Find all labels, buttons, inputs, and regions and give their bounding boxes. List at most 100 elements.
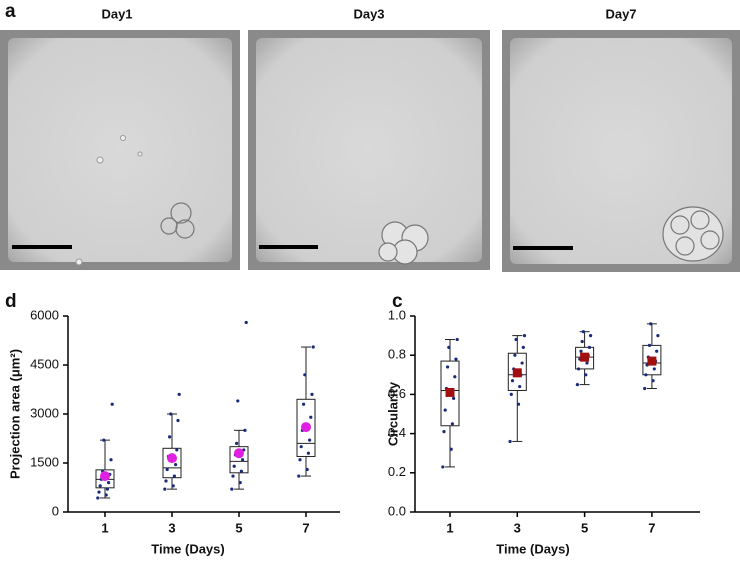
data-point xyxy=(231,474,235,478)
panel-label: a xyxy=(5,1,16,22)
data-point xyxy=(102,438,106,442)
data-point xyxy=(169,412,173,416)
data-point xyxy=(98,484,102,488)
data-point xyxy=(510,379,515,383)
data-point xyxy=(230,487,234,491)
x-axis-label: Time (Days) xyxy=(496,541,569,556)
data-point xyxy=(238,481,242,485)
data-point xyxy=(584,373,588,377)
x-tick-label: 5 xyxy=(581,520,588,535)
data-point xyxy=(442,430,446,434)
y-tick-label: 0.6 xyxy=(388,386,406,401)
data-point xyxy=(165,467,169,472)
data-point xyxy=(303,373,307,377)
y-axis-label: Circularity xyxy=(385,381,400,446)
data-point xyxy=(163,487,167,491)
mean-marker xyxy=(301,422,311,433)
data-point xyxy=(522,334,527,338)
data-point xyxy=(575,383,580,387)
data-point xyxy=(516,402,521,406)
data-point xyxy=(172,474,176,478)
data-point xyxy=(298,458,302,462)
data-point xyxy=(652,367,656,371)
x-axis-label: Time (Days) xyxy=(151,541,224,556)
data-point xyxy=(651,379,655,383)
data-point xyxy=(577,367,581,371)
data-point xyxy=(175,448,179,452)
data-point xyxy=(244,320,248,325)
y-tick-label: 1500 xyxy=(30,454,59,469)
data-point xyxy=(241,458,245,462)
data-point xyxy=(104,493,108,497)
micrograph xyxy=(0,30,240,270)
y-axis-label: Projection area (μm²) xyxy=(7,349,22,479)
y-tick-label: 1.0 xyxy=(388,307,406,322)
micrograph xyxy=(248,30,490,270)
data-point xyxy=(589,334,593,338)
data-point xyxy=(239,469,243,473)
data-point xyxy=(509,392,513,396)
y-tick-label: 0 xyxy=(52,503,59,518)
mean-marker xyxy=(580,352,590,362)
data-point xyxy=(644,373,648,377)
data-point xyxy=(308,438,312,442)
data-point xyxy=(235,441,239,445)
data-point xyxy=(453,375,457,379)
panel-label: d xyxy=(5,291,17,312)
data-point xyxy=(96,496,100,500)
data-point xyxy=(449,447,453,451)
data-point xyxy=(643,386,647,391)
data-point xyxy=(581,330,586,334)
data-point xyxy=(109,458,113,462)
x-tick-label: 3 xyxy=(514,520,521,535)
data-point xyxy=(649,322,653,326)
data-point xyxy=(656,334,660,338)
data-point xyxy=(508,439,512,444)
data-point xyxy=(309,415,313,419)
x-tick-label: 7 xyxy=(302,520,309,535)
data-point xyxy=(107,481,111,485)
image-title: Day3 xyxy=(353,6,384,21)
data-point xyxy=(236,399,240,403)
data-point xyxy=(447,345,451,349)
data-point xyxy=(446,365,450,369)
data-point xyxy=(310,392,314,396)
data-point xyxy=(177,392,181,396)
image-title: Day7 xyxy=(605,6,636,21)
data-point xyxy=(585,361,589,365)
mean-marker xyxy=(100,471,110,482)
data-point xyxy=(587,345,592,349)
x-tick-label: 1 xyxy=(446,520,453,535)
y-tick-label: 0.2 xyxy=(388,464,406,479)
y-tick-label: 0.0 xyxy=(388,503,406,518)
data-point xyxy=(168,435,172,439)
data-point xyxy=(452,396,456,400)
x-tick-label: 7 xyxy=(648,520,655,535)
panel-label: c xyxy=(392,291,403,312)
y-tick-label: 6000 xyxy=(30,307,59,322)
y-tick-label: 4500 xyxy=(30,356,59,371)
data-point xyxy=(232,464,236,468)
mean-marker xyxy=(234,448,244,459)
data-point xyxy=(110,402,114,406)
data-point xyxy=(521,345,525,349)
data-point xyxy=(164,479,168,483)
data-point xyxy=(441,465,445,469)
mean-marker xyxy=(167,453,177,464)
mean-marker xyxy=(445,387,455,397)
data-point xyxy=(580,339,584,344)
data-point xyxy=(174,463,178,467)
data-point xyxy=(243,428,247,432)
data-point xyxy=(176,418,180,423)
data-point xyxy=(306,451,310,455)
data-point xyxy=(105,487,109,491)
data-point xyxy=(455,337,459,342)
x-tick-label: 1 xyxy=(101,520,108,535)
y-tick-label: 0.4 xyxy=(388,425,406,440)
data-point xyxy=(514,337,518,342)
data-point xyxy=(97,490,101,494)
mean-marker xyxy=(512,368,522,378)
micrograph xyxy=(502,30,740,272)
image-title: Day1 xyxy=(101,6,132,21)
